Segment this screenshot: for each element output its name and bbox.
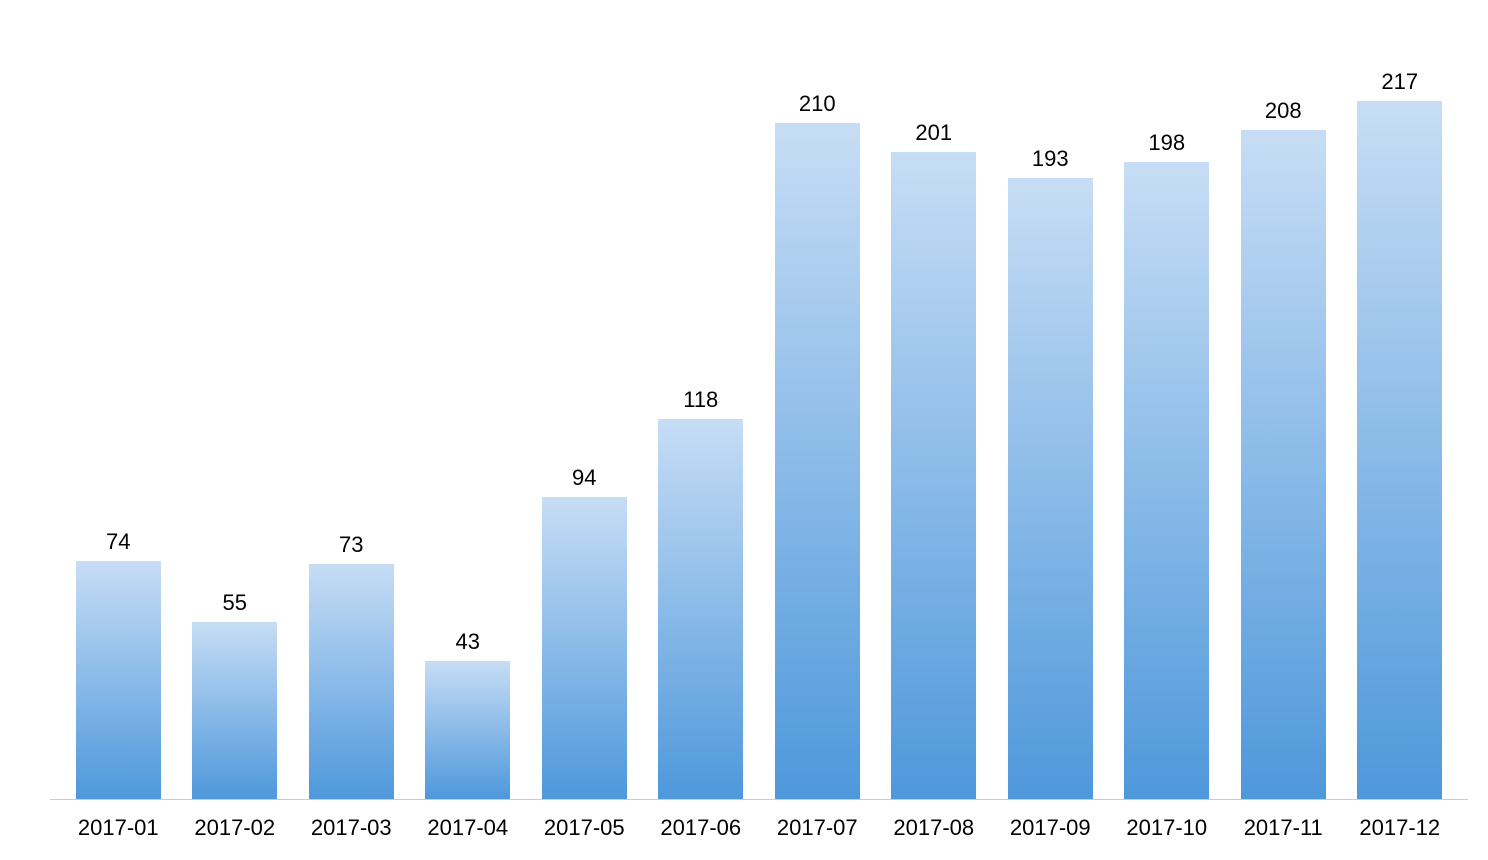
plot-area: 7455734394118210201193198208217 xyxy=(50,60,1468,800)
x-axis: 2017-012017-022017-032017-042017-052017-… xyxy=(50,800,1468,841)
bar-value-label: 208 xyxy=(1265,98,1302,124)
bar-value-label: 55 xyxy=(223,590,247,616)
bar: 94 xyxy=(542,497,627,799)
bar: 217 xyxy=(1357,101,1442,799)
bar: 73 xyxy=(309,564,394,799)
bar-group: 210 xyxy=(759,60,876,799)
bar: 198 xyxy=(1124,162,1209,799)
bar-value-label: 210 xyxy=(799,91,836,117)
bar: 74 xyxy=(76,561,161,799)
bar-group: 118 xyxy=(643,60,760,799)
bar-value-label: 193 xyxy=(1032,146,1069,172)
bars-row: 7455734394118210201193198208217 xyxy=(50,60,1468,799)
bar-group: 201 xyxy=(876,60,993,799)
x-tick-label: 2017-06 xyxy=(643,815,760,841)
bar-group: 193 xyxy=(992,60,1109,799)
x-tick-label: 2017-12 xyxy=(1342,815,1459,841)
x-tick-label: 2017-11 xyxy=(1225,815,1342,841)
bar-group: 73 xyxy=(293,60,410,799)
x-tick-label: 2017-07 xyxy=(759,815,876,841)
bar: 201 xyxy=(891,152,976,799)
bar-value-label: 94 xyxy=(572,465,596,491)
x-tick-label: 2017-02 xyxy=(177,815,294,841)
x-tick-label: 2017-08 xyxy=(876,815,993,841)
bar-value-label: 74 xyxy=(106,529,130,555)
bar: 118 xyxy=(658,419,743,799)
bar-value-label: 73 xyxy=(339,532,363,558)
bar-group: 217 xyxy=(1342,60,1459,799)
x-tick-label: 2017-05 xyxy=(526,815,643,841)
x-tick-label: 2017-09 xyxy=(992,815,1109,841)
bar-group: 43 xyxy=(410,60,527,799)
bar-value-label: 201 xyxy=(915,120,952,146)
bar-group: 198 xyxy=(1109,60,1226,799)
x-tick-label: 2017-10 xyxy=(1109,815,1226,841)
bar: 55 xyxy=(192,622,277,799)
bar-group: 55 xyxy=(177,60,294,799)
bar-value-label: 198 xyxy=(1148,130,1185,156)
x-tick-label: 2017-03 xyxy=(293,815,410,841)
bar: 208 xyxy=(1241,130,1326,799)
bar-group: 94 xyxy=(526,60,643,799)
bar-group: 208 xyxy=(1225,60,1342,799)
bar-value-label: 217 xyxy=(1381,69,1418,95)
bar-group: 74 xyxy=(60,60,177,799)
bar-value-label: 118 xyxy=(683,387,718,413)
x-tick-label: 2017-04 xyxy=(410,815,527,841)
bar-chart: 7455734394118210201193198208217 2017-012… xyxy=(0,0,1488,860)
bar: 43 xyxy=(425,661,510,799)
bar: 193 xyxy=(1008,178,1093,799)
bar-value-label: 43 xyxy=(456,629,480,655)
bar: 210 xyxy=(775,123,860,799)
x-tick-label: 2017-01 xyxy=(60,815,177,841)
